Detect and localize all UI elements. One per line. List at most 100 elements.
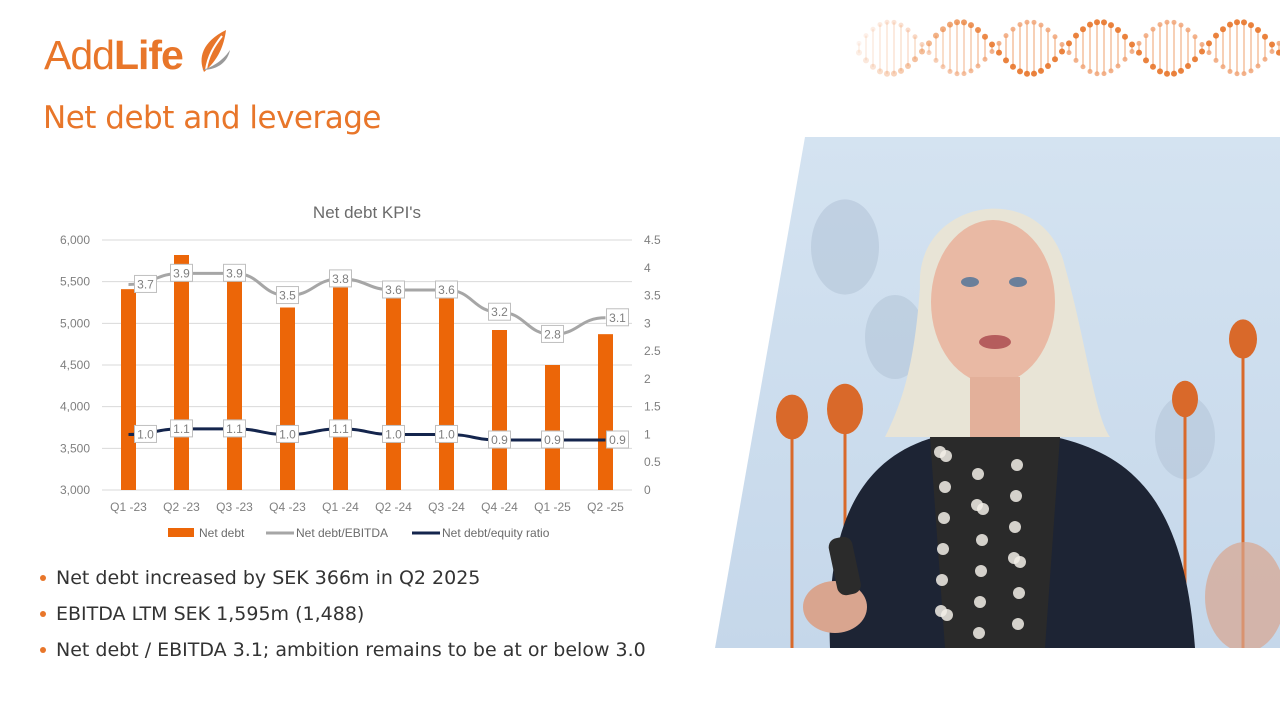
dna-node bbox=[996, 49, 1002, 56]
dna-node bbox=[863, 33, 869, 39]
dna-node bbox=[1206, 50, 1212, 56]
dna-node bbox=[1206, 40, 1212, 47]
dna-node bbox=[1241, 19, 1247, 26]
dna-node bbox=[1241, 71, 1247, 77]
dna-node bbox=[884, 19, 890, 25]
dna-node bbox=[1094, 19, 1100, 26]
y-left-tick-label: 3,000 bbox=[60, 483, 90, 497]
dna-node bbox=[1129, 41, 1135, 48]
x-tick-label: Q2 -24 bbox=[375, 500, 412, 514]
presenter-mouth bbox=[979, 335, 1011, 349]
presenter-neck bbox=[970, 377, 1020, 437]
data-label: 3.6 bbox=[438, 283, 455, 297]
data-label: 0.9 bbox=[609, 433, 626, 447]
x-tick-label: Q2 -23 bbox=[163, 500, 200, 514]
logo-text-life: Life bbox=[113, 32, 184, 78]
dna-node bbox=[1164, 19, 1170, 25]
blouse-flower bbox=[1009, 521, 1021, 533]
dna-node bbox=[1017, 68, 1023, 75]
dna-node bbox=[1045, 27, 1051, 33]
data-label-box bbox=[134, 274, 157, 293]
legend-swatch bbox=[168, 528, 194, 537]
presenter-hand bbox=[1205, 542, 1280, 648]
dna-node bbox=[1150, 63, 1156, 70]
blouse-flower bbox=[974, 596, 986, 608]
dna-node bbox=[968, 22, 974, 29]
dna-node bbox=[1262, 56, 1268, 62]
dna-node bbox=[856, 49, 862, 56]
dna-node bbox=[1150, 26, 1156, 32]
data-label: 3.9 bbox=[226, 266, 243, 280]
dna-node bbox=[905, 62, 911, 69]
bar-net-debt bbox=[492, 330, 507, 490]
blouse-flower bbox=[973, 627, 985, 639]
dna-node bbox=[1185, 62, 1191, 69]
dna-node bbox=[933, 57, 939, 63]
dna-node bbox=[1031, 19, 1037, 25]
y-right-tick-label: 4 bbox=[644, 261, 651, 275]
dna-node bbox=[1108, 22, 1114, 29]
dna-node bbox=[856, 40, 862, 46]
dna-node bbox=[1248, 68, 1254, 74]
dna-node bbox=[1010, 63, 1016, 70]
x-tick-label: Q4 -24 bbox=[481, 500, 518, 514]
dna-node bbox=[912, 56, 918, 63]
dna-node bbox=[1269, 41, 1275, 48]
data-label-box bbox=[382, 424, 405, 443]
dna-node bbox=[1164, 70, 1170, 77]
dna-node bbox=[1101, 19, 1107, 26]
dna-node bbox=[982, 33, 988, 40]
dna-node bbox=[1101, 71, 1107, 77]
blouse-flower bbox=[939, 481, 951, 493]
dna-node bbox=[1115, 27, 1121, 34]
dna-node bbox=[968, 68, 974, 74]
dna-node bbox=[1157, 68, 1163, 75]
dna-node bbox=[1129, 48, 1135, 54]
dna-node bbox=[1192, 56, 1198, 63]
data-label-box bbox=[223, 419, 246, 438]
y-left-tick-label: 6,000 bbox=[60, 233, 90, 247]
net-debt-chart: Net debt KPI's 3,000 3,500 4,000 4,500 5,000 5… bbox=[0, 190, 700, 560]
x-tick-label: Q1 -23 bbox=[110, 500, 147, 514]
dna-node bbox=[1178, 67, 1184, 74]
bullet-dot bbox=[40, 611, 46, 617]
data-label: 3.6 bbox=[385, 283, 402, 297]
dna-node bbox=[1038, 22, 1044, 28]
bar-net-debt bbox=[598, 334, 613, 490]
dna-node bbox=[1178, 22, 1184, 28]
data-label-box bbox=[276, 424, 299, 443]
y-left-tick-label: 5,500 bbox=[60, 275, 90, 289]
dna-node bbox=[1220, 64, 1226, 70]
blouse-flower bbox=[1014, 556, 1026, 568]
x-tick-label: Q4 -23 bbox=[269, 500, 306, 514]
data-label: 0.9 bbox=[544, 433, 561, 447]
dna-node bbox=[947, 21, 953, 28]
y-left-tick-label: 4,000 bbox=[60, 400, 90, 414]
dna-node bbox=[1045, 62, 1051, 69]
dna-node bbox=[1108, 68, 1114, 74]
dna-node bbox=[1010, 26, 1016, 32]
y-right-tick-label: 2.5 bbox=[644, 344, 661, 358]
bar-net-debt bbox=[386, 296, 401, 490]
blouse-flower bbox=[1011, 459, 1023, 471]
dna-node bbox=[1031, 70, 1037, 77]
dna-node bbox=[912, 34, 918, 40]
data-label-box bbox=[435, 280, 458, 299]
dna-node bbox=[954, 71, 960, 77]
slide-title: Net debt and leverage bbox=[43, 100, 381, 136]
dna-node bbox=[1269, 48, 1275, 54]
dna-node bbox=[961, 71, 967, 77]
dna-node bbox=[940, 26, 946, 33]
dna-node bbox=[891, 70, 897, 77]
line-net-debt-ebitda bbox=[128, 271, 606, 336]
dna-node bbox=[1136, 40, 1142, 46]
decor-bulb bbox=[1172, 380, 1198, 418]
data-label-box bbox=[488, 430, 511, 449]
presenter-eye bbox=[1009, 277, 1027, 287]
blouse-flower bbox=[1012, 618, 1024, 630]
dna-node bbox=[1003, 33, 1009, 39]
data-label-box bbox=[223, 263, 246, 282]
bar-net-debt bbox=[439, 294, 454, 490]
data-label: 1.0 bbox=[279, 427, 296, 441]
blouse-flower bbox=[976, 534, 988, 546]
